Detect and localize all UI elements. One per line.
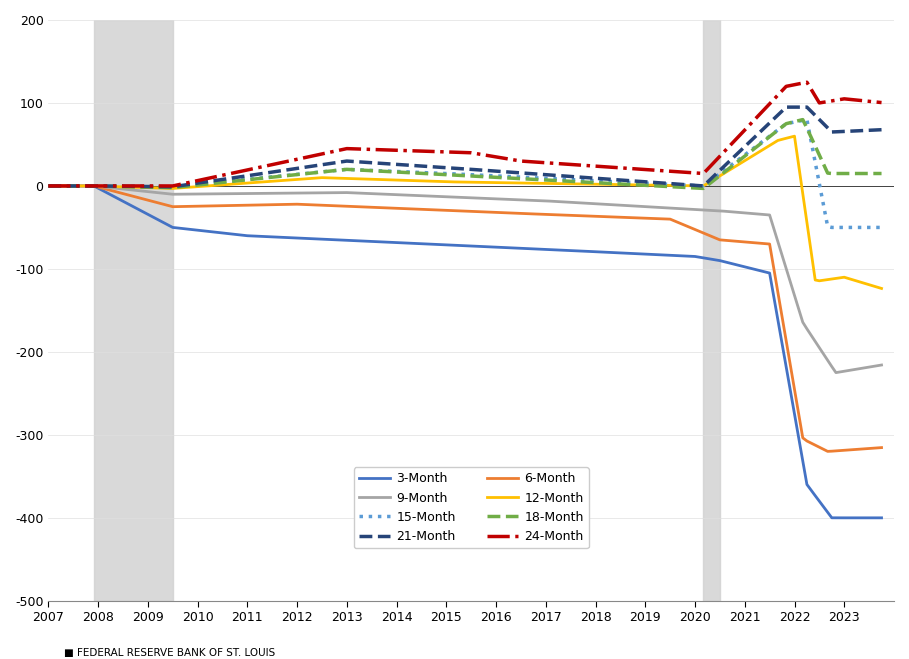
6-Month <box>255 201 265 209</box>
15-Month <box>43 182 54 190</box>
3-Month <box>731 261 742 269</box>
15-Month <box>802 115 813 123</box>
24-Month <box>255 163 265 171</box>
24-Month <box>43 182 54 190</box>
24-Month <box>860 97 871 105</box>
18-Month <box>454 171 464 179</box>
24-Month <box>731 134 742 142</box>
21-Month <box>735 146 746 154</box>
12-Month <box>789 132 800 140</box>
Bar <box>94 20 173 601</box>
15-Month <box>876 223 887 231</box>
6-Month <box>544 211 555 219</box>
21-Month <box>258 169 269 177</box>
21-Month <box>781 103 792 111</box>
6-Month <box>876 444 887 451</box>
3-Month <box>544 246 555 254</box>
Line: 18-Month: 18-Month <box>48 120 882 188</box>
18-Month <box>876 169 887 177</box>
Line: 21-Month: 21-Month <box>48 107 882 186</box>
21-Month <box>43 182 54 190</box>
12-Month <box>255 178 265 186</box>
3-Month <box>478 243 489 250</box>
9-Month <box>478 194 489 202</box>
12-Month <box>544 179 555 187</box>
6-Month <box>860 445 871 453</box>
3-Month <box>255 233 265 241</box>
3-Month <box>876 514 887 522</box>
24-Month <box>802 78 813 86</box>
18-Month <box>544 176 555 184</box>
9-Month <box>255 189 265 197</box>
12-Month <box>860 279 871 287</box>
12-Month <box>731 162 742 170</box>
24-Month <box>876 99 887 107</box>
6-Month <box>478 208 489 216</box>
15-Month <box>478 171 489 179</box>
15-Month <box>826 223 837 231</box>
9-Month <box>860 364 871 372</box>
12-Month <box>454 178 464 186</box>
Text: ■ FEDERAL RESERVE BANK OF ST. LOUIS: ■ FEDERAL RESERVE BANK OF ST. LOUIS <box>64 648 275 658</box>
Line: 9-Month: 9-Month <box>48 186 882 372</box>
Line: 12-Month: 12-Month <box>48 136 882 289</box>
18-Month <box>735 156 746 163</box>
3-Month <box>831 514 842 522</box>
18-Month <box>698 185 709 192</box>
6-Month <box>454 207 464 215</box>
Line: 24-Month: 24-Month <box>48 82 882 186</box>
9-Month <box>731 208 742 216</box>
12-Month <box>478 179 489 186</box>
Line: 3-Month: 3-Month <box>48 186 882 518</box>
9-Month <box>831 368 842 376</box>
9-Month <box>43 182 54 190</box>
12-Month <box>876 285 887 293</box>
9-Month <box>454 193 464 201</box>
18-Month <box>255 175 265 183</box>
21-Month <box>167 183 178 190</box>
21-Month <box>864 127 874 134</box>
9-Month <box>876 361 887 369</box>
6-Month <box>43 182 54 190</box>
3-Month <box>860 514 871 522</box>
6-Month <box>822 447 833 455</box>
Bar <box>704 20 720 601</box>
18-Month <box>43 182 54 190</box>
Line: 6-Month: 6-Month <box>48 186 882 451</box>
9-Month <box>544 197 555 205</box>
21-Month <box>549 171 560 179</box>
24-Month <box>478 151 489 159</box>
21-Month <box>457 165 468 173</box>
15-Month <box>864 223 874 231</box>
15-Month <box>454 170 464 178</box>
3-Month <box>43 182 54 190</box>
24-Month <box>544 159 555 167</box>
21-Month <box>876 126 887 134</box>
21-Month <box>483 167 494 175</box>
Line: 15-Month: 15-Month <box>48 119 882 227</box>
3-Month <box>454 241 464 249</box>
18-Month <box>478 173 489 181</box>
18-Month <box>797 116 808 124</box>
Legend: 3-Month, 9-Month, 15-Month, 21-Month, 6-Month, 12-Month, 18-Month, 24-Month: 3-Month, 9-Month, 15-Month, 21-Month, 6-… <box>354 467 589 548</box>
12-Month <box>43 182 54 190</box>
18-Month <box>864 169 874 177</box>
15-Month <box>255 174 265 182</box>
6-Month <box>731 237 742 245</box>
15-Month <box>731 157 742 165</box>
24-Month <box>454 148 464 156</box>
15-Month <box>544 175 555 183</box>
